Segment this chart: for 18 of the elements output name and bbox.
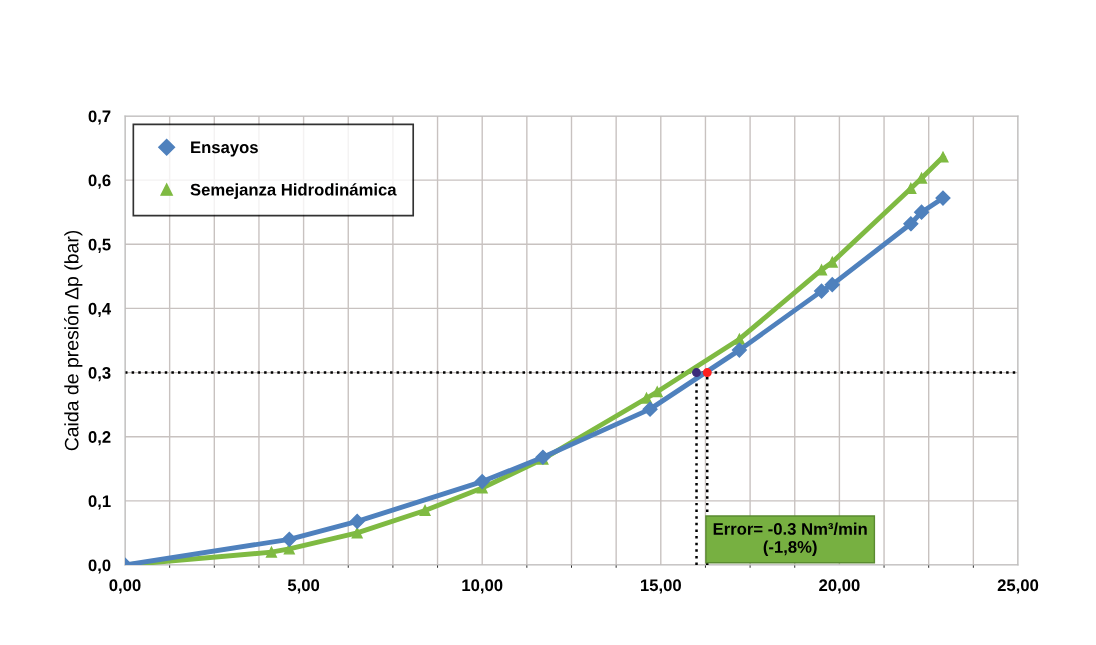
y-tick-label: 0,7 [88,110,111,125]
y-tick-label: 0,6 [88,174,111,189]
x-tick-label: 5,00 [287,579,320,594]
y-tick-label: 0,0 [88,559,111,574]
x-tick-label: 25,00 [997,579,1039,594]
y-axis-title: Caida de presión Δp (bar) [64,230,83,451]
y-tick-label: 0,1 [88,495,111,510]
legend-label: Ensayos [191,141,258,157]
y-tick-label: 0,2 [88,431,111,446]
x-tick-label: 0,00 [109,579,141,594]
x-tick-label: 10,00 [462,579,503,594]
y-tick-label: 0,4 [88,302,112,318]
x-tick-label: 15,00 [641,579,681,594]
x-tick-label: 20,00 [819,579,860,594]
legend-label: Semejanza Hidrodinámica [190,183,397,199]
annotation: Error= -0.3 Nm³/min (-1,8%) [713,522,867,557]
y-tick-label: 0,3 [88,366,111,382]
y-tick-label: 0,5 [88,238,111,253]
